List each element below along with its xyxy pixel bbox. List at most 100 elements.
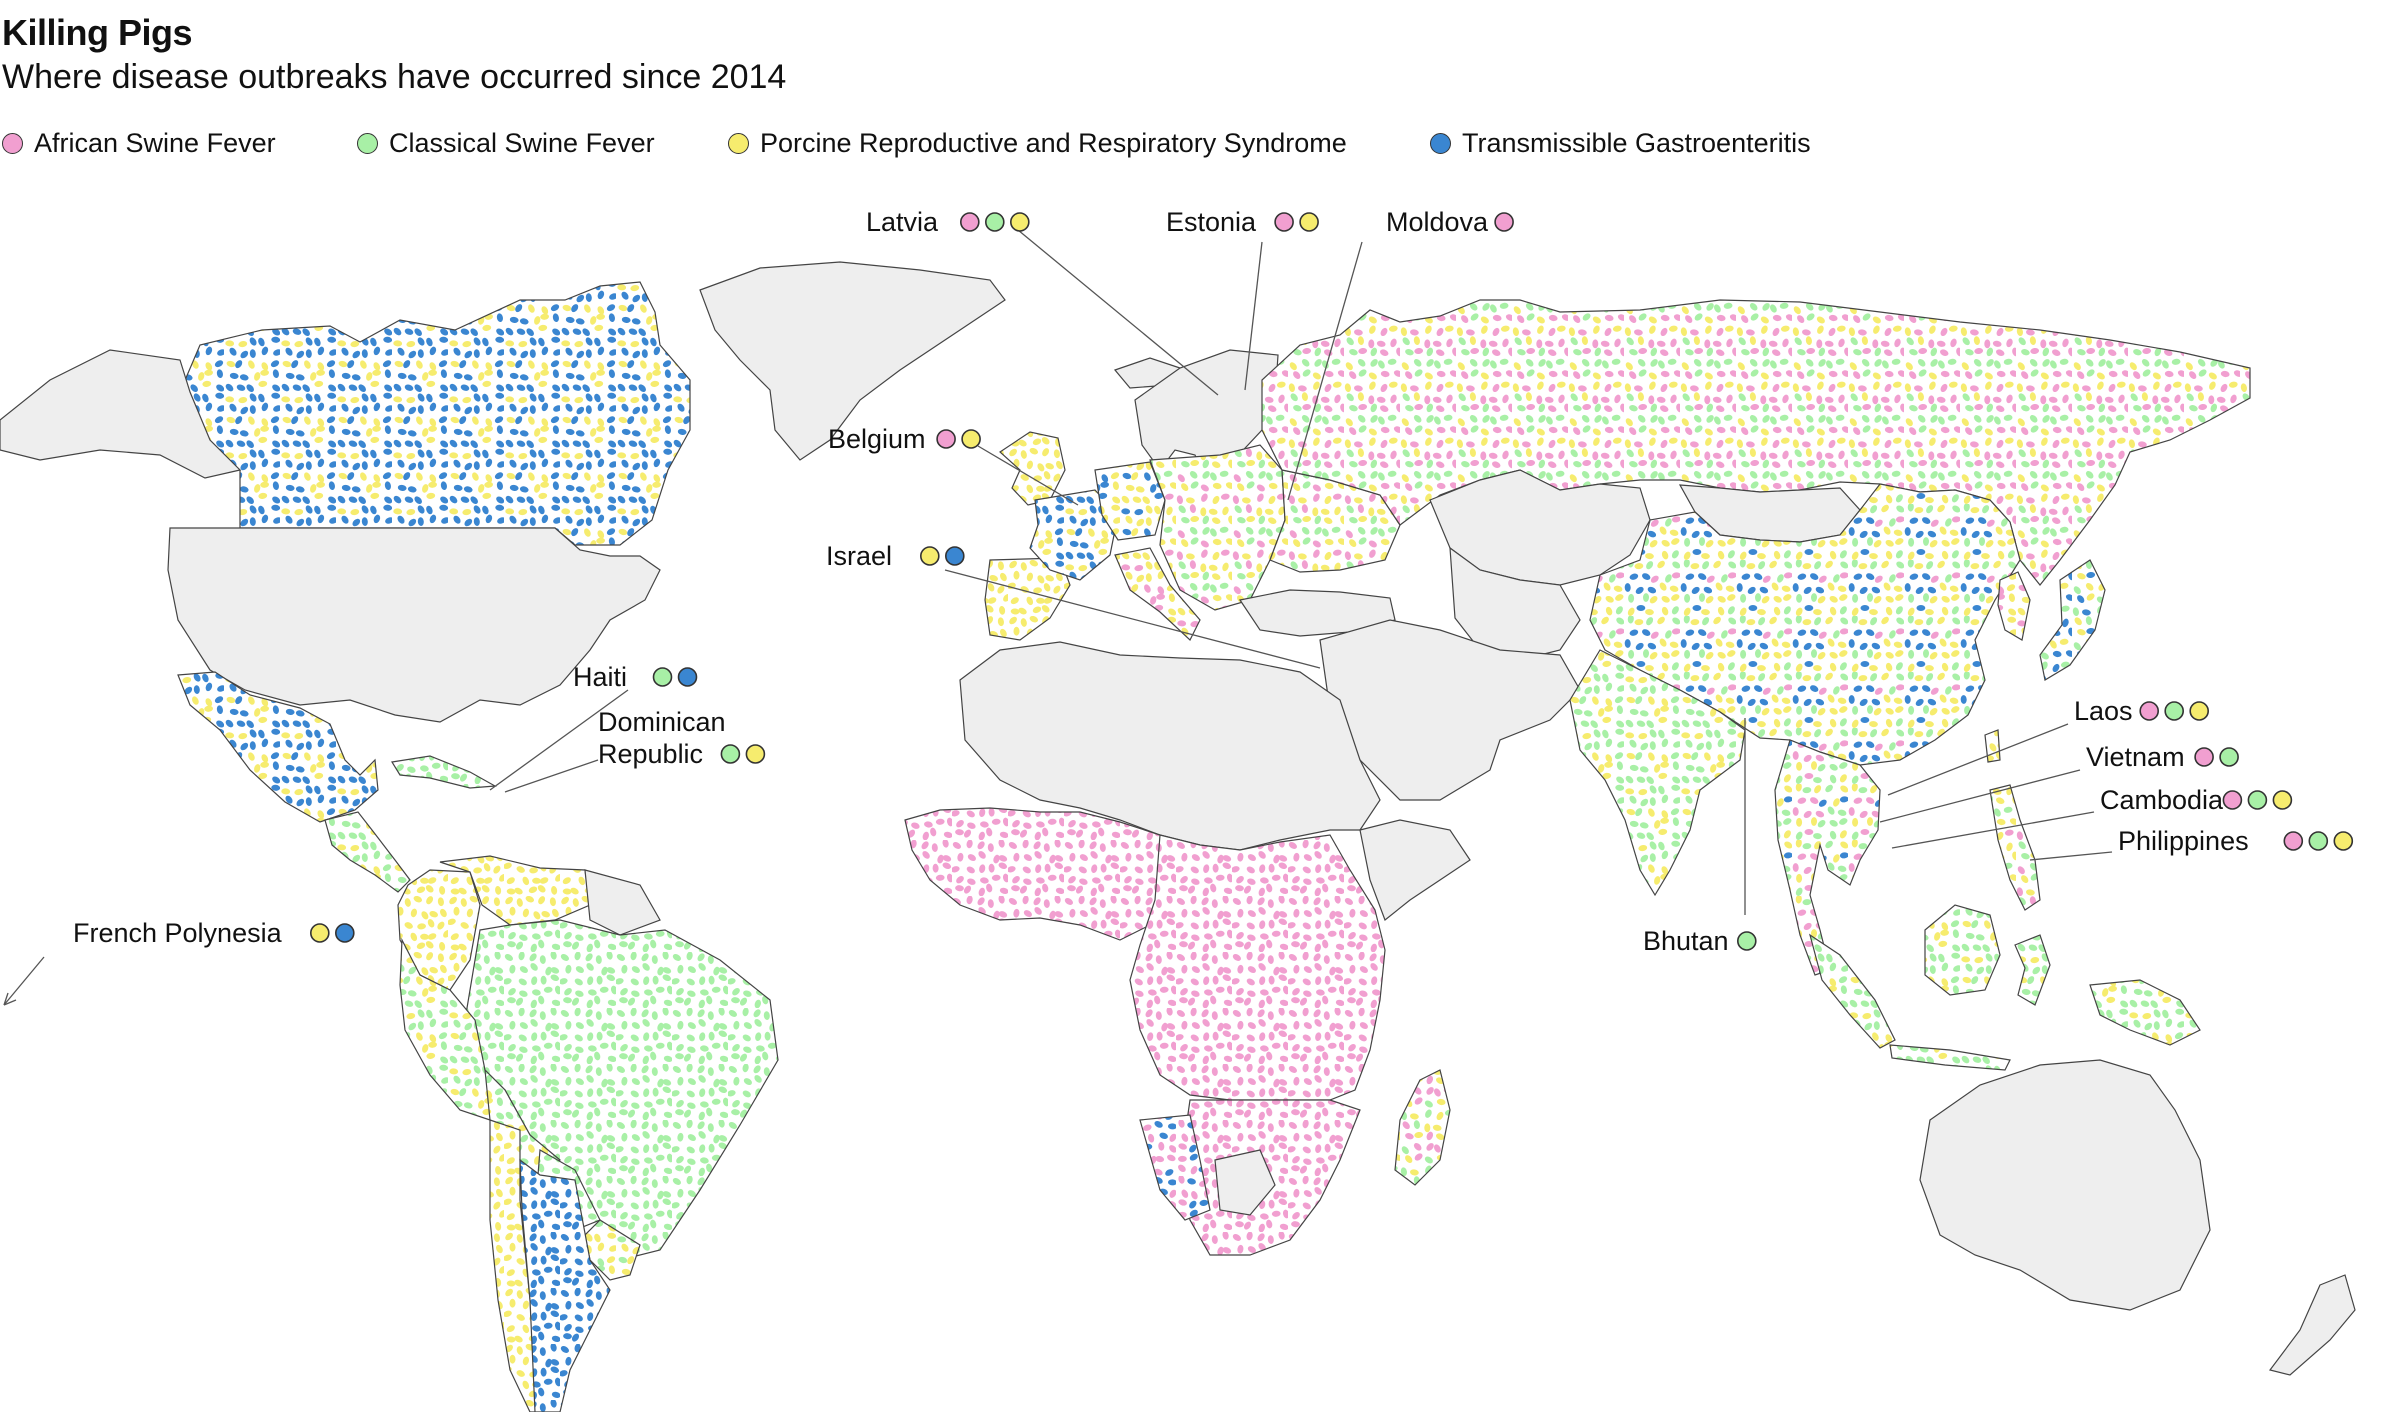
legend-item-csf: Classical Swine Fever [357,126,655,160]
region-new-zealand [2268,1274,2356,1376]
callout-dot-french-polynesia-prrs [309,923,330,943]
callout-leader-dominican-republic [504,759,599,793]
region-chile [489,1119,556,1412]
callout-dot-haiti-tge [677,667,698,687]
legend-swatch-csf [357,132,378,154]
region-sumatra [1809,933,1896,1049]
region-central-america [324,811,411,893]
callout-label-latvia: Latvia [866,207,939,237]
callout-dot-dominican-republic-csf [720,744,741,764]
callout-israel: Israel [826,541,965,571]
french-polynesia-arrow-icon [3,992,17,1006]
legend-label-asf: African Swine Fever [34,127,276,158]
callout-dot-estonia-prrs [1299,212,1319,232]
region-sulawesi [2014,934,2051,1006]
region-turkey [1239,589,1396,637]
region-greenland [699,261,1006,461]
callout-dot-latvia-prrs [1009,212,1030,232]
callout-leader-french-polynesia [3,956,45,1006]
region-colombia [397,869,481,991]
callout-dot-israel-prrs [919,546,940,566]
callout-bhutan: Bhutan [1643,926,1757,956]
region-eastern-europe [1149,444,1286,611]
region-canada [179,281,691,546]
callout-leader-laos [1887,723,2069,796]
callout-label-philippines: Philippines [2118,826,2249,856]
callout-dot-laos-asf [2139,701,2159,721]
legend-swatch-asf [2,132,23,154]
legend-label-prrs: Porcine Reproductive and Respiratory Syn… [760,127,1347,158]
region-central-and-east-africa [1129,834,1386,1101]
callout-dot-moldova-asf [1494,212,1514,232]
legend-label-csf: Classical Swine Fever [389,127,655,158]
region-guianas [584,869,661,936]
callout-dot-israel-tge [944,546,965,566]
callout-dot-latvia-asf [959,212,980,232]
region-japan [2039,559,2106,681]
region-venezuela [439,855,591,926]
callout-moldova: Moldova [1386,207,1514,237]
callout-dot-philippines-asf [2283,831,2304,851]
chart-title: Killing Pigs [2,12,193,53]
region-taiwan [1984,729,2001,763]
callout-estonia: Estonia [1166,207,1319,237]
region-horn-of-africa [1359,819,1471,921]
callout-haiti: Haiti [573,662,698,692]
region-korea [1997,571,2031,641]
region-madagascar [1394,1069,1451,1186]
callout-leader-estonia [1244,241,1263,391]
region-west-africa [904,807,1166,941]
callout-label-vietnam: Vietnam [2086,742,2185,772]
callout-dot-vietnam-asf [2194,747,2214,767]
region-middle-east [1319,619,1581,801]
callout-french-polynesia: French Polynesia [73,918,355,948]
callout-leader-cambodia [1891,811,2095,849]
chart-subtitle: Where disease outbreaks have occurred si… [2,58,787,96]
region-java [1889,1044,2011,1071]
callout-dot-philippines-prrs [2333,831,2354,851]
callout-laos: Laos [2074,696,2209,726]
region-papua-new-guinea [2089,979,2201,1046]
region-australia [1919,1059,2211,1311]
callout-leader-philippines [2029,851,2113,861]
region-united-kingdom [999,431,1066,506]
callout-dot-latvia-csf [984,212,1005,232]
callout-vietnam: Vietnam [2086,742,2239,772]
region-philippines [1989,784,2041,911]
region-borneo [1924,904,2001,996]
callout-dot-dominican-republic-prrs [745,744,766,764]
callout-leader-moldova [1287,241,1363,501]
callout-dot-bhutan-csf [1737,931,1757,951]
legend-item-prrs: Porcine Reproductive and Respiratory Syn… [728,126,1347,160]
region-mexico [177,671,379,823]
region-botswana [1214,1149,1276,1216]
region-argentina [519,1158,611,1412]
callout-label-haiti: Haiti [573,662,627,692]
callout-label-french-polynesia: French Polynesia [73,918,283,948]
legend-swatch-tge [1430,132,1451,154]
callout-dot-haiti-csf [652,667,673,687]
callout-leader-haiti [489,689,629,791]
callout-leader-latvia [1017,229,1219,396]
callout-dot-philippines-csf [2308,831,2329,851]
callout-philippines: Philippines [2118,826,2354,856]
callout-dot-laos-csf [2164,701,2184,721]
callout-dot-cambodia-asf [2222,790,2243,810]
callout-label-dominican-republic-line2: Republic [598,739,703,769]
callout-leader-belgium [977,445,1079,506]
legend-item-tge: Transmissible Gastroenteritis [1430,126,1811,160]
region-namibia [1139,1114,1211,1221]
callout-latvia: Latvia [866,207,1030,237]
callout-dot-cambodia-prrs [2272,790,2293,810]
callout-cambodia: Cambodia [2100,785,2293,815]
callout-dot-estonia-asf [1274,212,1294,232]
callout-dot-cambodia-csf [2247,790,2268,810]
region-alaska [0,349,242,479]
callout-dot-laos-prrs [2189,701,2209,721]
callout-label-laos: Laos [2074,696,2133,726]
callout-dot-vietnam-csf [2219,747,2239,767]
callout-label-israel: Israel [826,541,892,571]
legend-item-asf: African Swine Fever [2,126,276,160]
callout-label-bhutan: Bhutan [1643,926,1729,956]
